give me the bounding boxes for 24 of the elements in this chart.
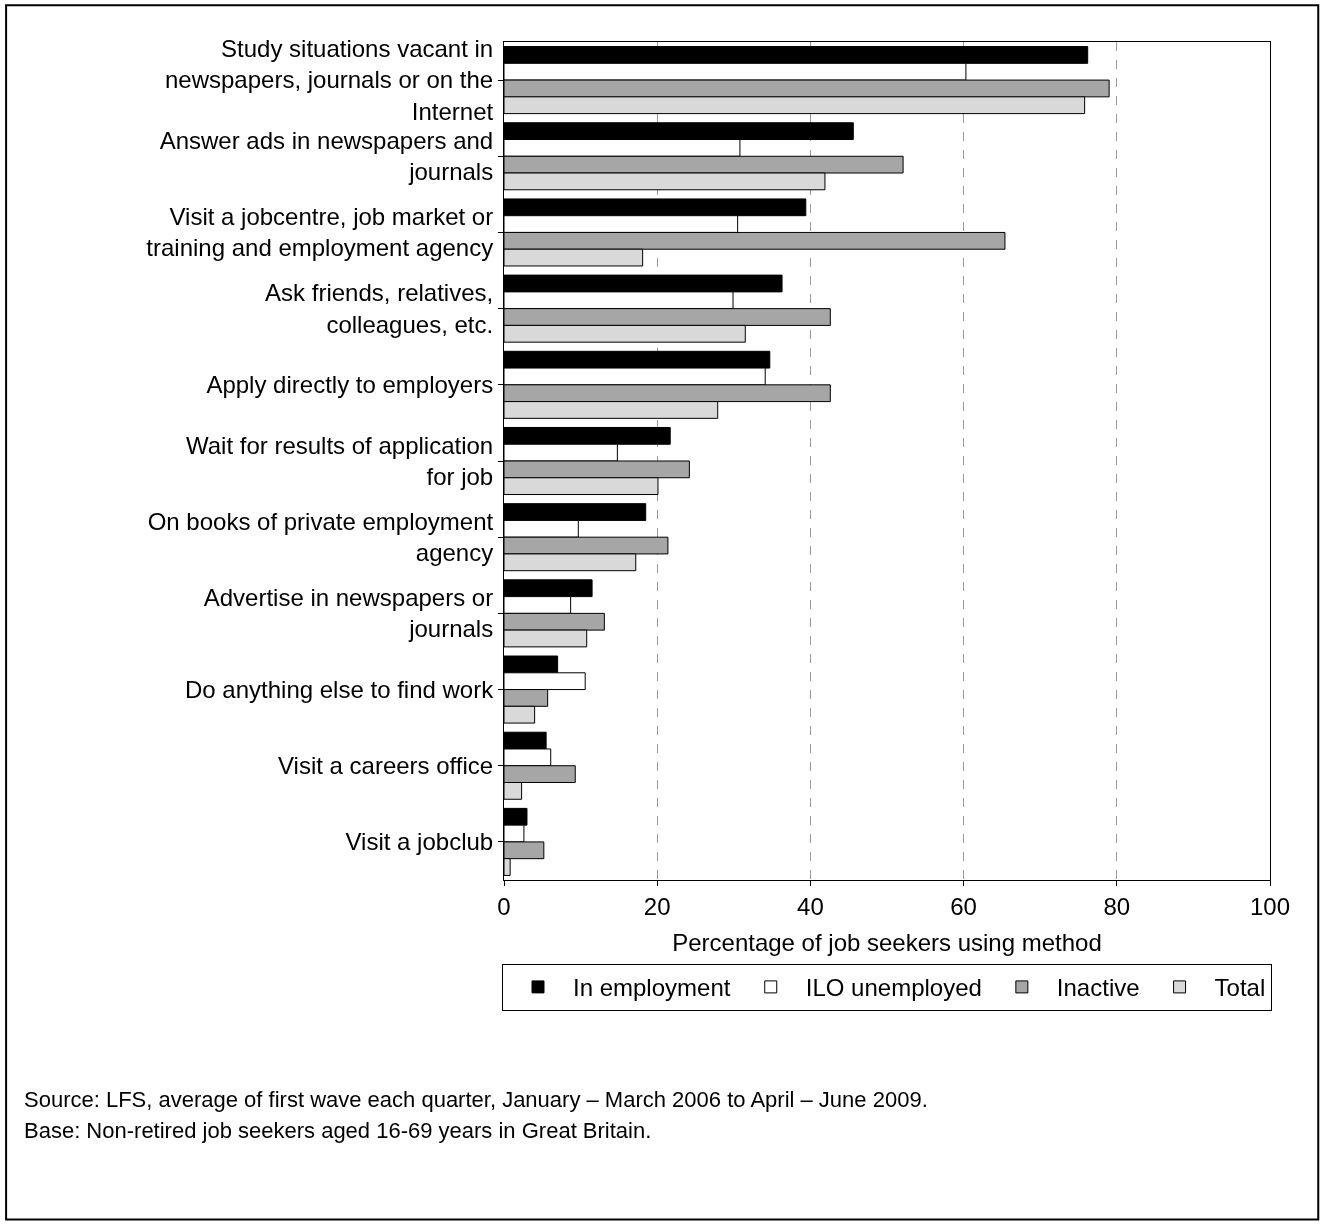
y-tick-label: Answer ads in newspapers and journals xyxy=(159,127,494,186)
x-tick-label: 0 xyxy=(497,892,511,920)
legend-label: In employment xyxy=(573,974,731,1002)
y-tick-label: Ask friends, relatives, colleagues, etc. xyxy=(265,279,494,338)
y-tick-label: Do anything else to find work xyxy=(185,675,495,703)
x-tick-label: 100 xyxy=(1249,892,1291,920)
x-tick-label: 20 xyxy=(643,892,671,920)
y-tick-label: Visit a jobcentre, job market or training and employment agency xyxy=(146,203,494,262)
y-tick-label: Advertise in newspapers or journals xyxy=(203,584,494,643)
legend-label: ILO unemployed xyxy=(805,974,982,1002)
text: Base: Non-retired job seekers aged 16-69 years in Great Britain. xyxy=(24,1118,652,1143)
x-tick-label: 40 xyxy=(797,892,824,920)
y-tick-label: Apply directly to employers xyxy=(206,371,494,399)
y-tick-label: Visit a jobclub xyxy=(345,828,494,856)
x-tick-label: 80 xyxy=(1103,892,1131,920)
legend-label: Total xyxy=(1214,974,1266,1002)
x-tick-label: 60 xyxy=(950,892,977,920)
x-axis-title: Percentage of job seekers using method xyxy=(672,929,1102,957)
y-tick-label: Wait for results of application for job xyxy=(185,431,494,490)
legend-label: Inactive xyxy=(1056,974,1140,1002)
y-tick-label: On books of private employment agency xyxy=(147,507,494,567)
source-note: Source: LFS, average of first wave each quarter, January – March 2006 to April – June 2009. xyxy=(24,1087,928,1112)
y-tick-label: Study situations vacant in newspapers, journals or on the Internet xyxy=(165,35,494,125)
y-tick-label: Visit a careers office xyxy=(277,752,494,780)
